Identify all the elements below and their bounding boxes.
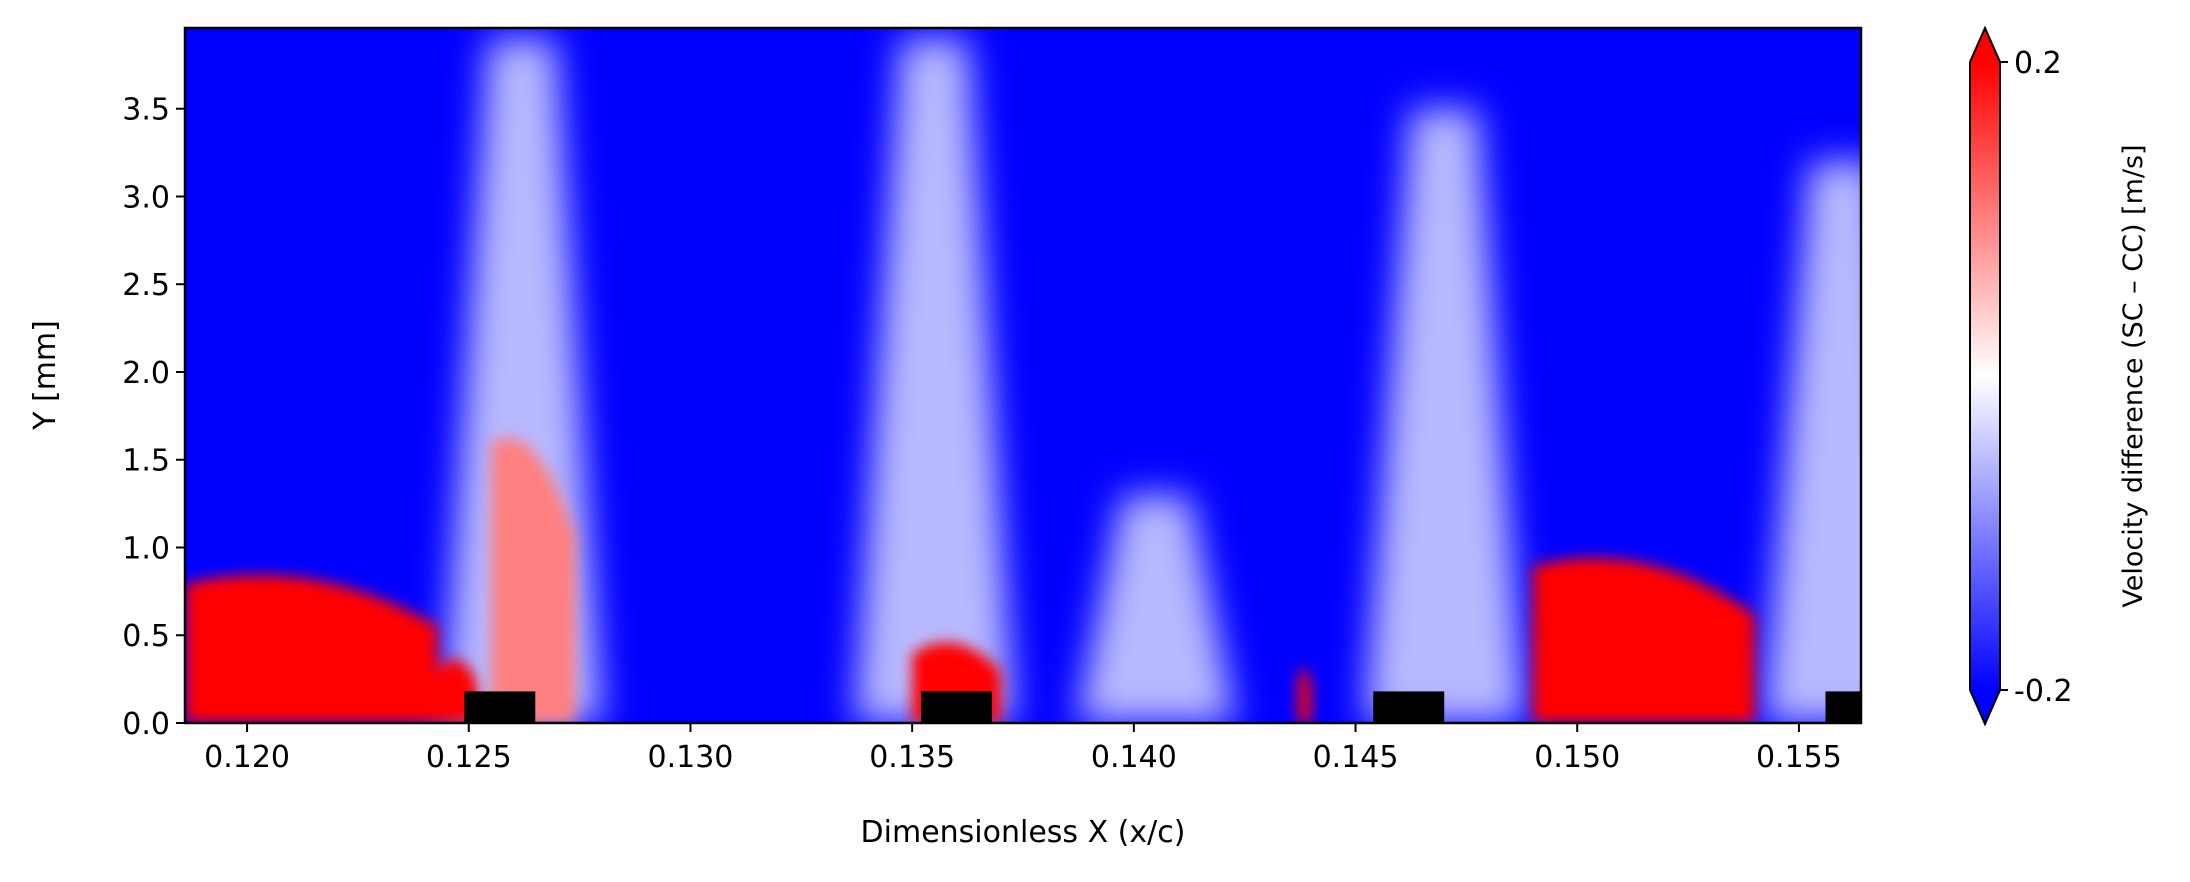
- roughness-elements: [464, 691, 1861, 723]
- x-tick-label: 0.155: [1756, 740, 1842, 775]
- positive-region: [1297, 667, 1312, 723]
- colorbar-gradient: [1970, 62, 2000, 690]
- x-tick-label: 0.125: [426, 740, 512, 775]
- y-axis-ticks: 0.0 0.5 1.0 1.5 2.0 2.5 3.0 3.5: [122, 93, 185, 742]
- x-tick-label: 0.150: [1534, 740, 1620, 775]
- positive-region: [490, 437, 576, 723]
- neutral-plume: [1364, 108, 1525, 723]
- y-tick-label: 0.5: [122, 619, 170, 654]
- y-tick-label: 0.0: [122, 707, 170, 742]
- y-tick-label: 1.5: [122, 444, 170, 479]
- y-tick-label: 3.0: [122, 180, 170, 215]
- roughness-element: [1373, 691, 1445, 723]
- x-tick-label: 0.135: [869, 740, 955, 775]
- colorbar-tick-min: -0.2: [2014, 674, 2073, 709]
- x-axis-ticks: 0.120 0.125 0.130 0.135 0.140 0.145 0.150 0.155: [204, 723, 1842, 775]
- roughness-element: [464, 691, 536, 723]
- roughness-element: [921, 691, 992, 723]
- roughness-element: [1825, 691, 1861, 723]
- y-tick-label: 2.0: [122, 356, 170, 391]
- x-tick-label: 0.140: [1091, 740, 1177, 775]
- positive-region: [1532, 557, 1755, 723]
- neutral-plume: [854, 38, 1015, 723]
- heatmap-plot-area: [185, 28, 1861, 723]
- neutral-plume: [1763, 161, 1861, 723]
- x-axis-label: Dimensionless X (x/c): [861, 815, 1186, 850]
- colorbar: 0.2 -0.2 Velocity difference (SC – CC) […: [1969, 25, 2149, 727]
- axes-frame: [183, 26, 1863, 725]
- colorbar-label: Velocity difference (SC – CC) [m/s]: [2118, 144, 2149, 607]
- colorbar-tick-max: 0.2: [2014, 46, 2062, 81]
- neutral-plume: [1076, 494, 1237, 723]
- y-tick-label: 3.5: [122, 93, 170, 128]
- x-tick-label: 0.120: [204, 740, 290, 775]
- y-tick-label: 1.0: [122, 531, 170, 566]
- y-axis-label: Y [mm]: [28, 320, 63, 431]
- x-tick-label: 0.130: [648, 740, 734, 775]
- x-tick-label: 0.145: [1313, 740, 1399, 775]
- y-tick-label: 2.5: [122, 268, 170, 303]
- positive-region: [185, 575, 438, 723]
- colorbar-extend-top: [1970, 28, 2000, 62]
- colorbar-extend-bottom: [1970, 690, 2000, 724]
